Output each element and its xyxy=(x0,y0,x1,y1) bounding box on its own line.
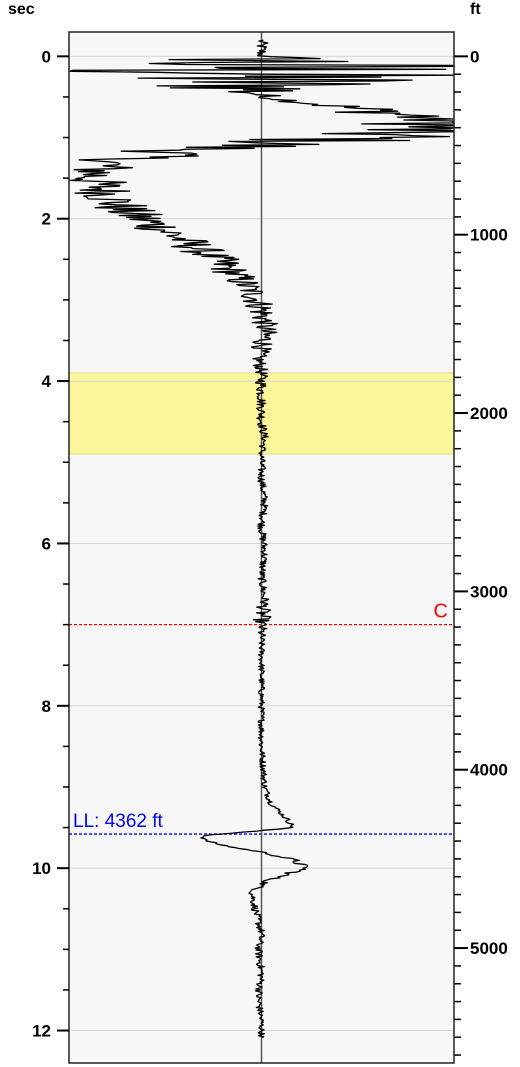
marker-label-C: C xyxy=(434,601,448,623)
plot-frame xyxy=(68,31,455,1064)
left-tick-label: 12 xyxy=(32,1022,51,1041)
left-axis-unit: sec xyxy=(8,1,35,18)
right-tick-label: 1000 xyxy=(470,226,508,245)
left-tick-label: 8 xyxy=(42,697,51,716)
right-tick-label: 2000 xyxy=(470,404,508,423)
right-tick-label: 4000 xyxy=(470,761,508,780)
left-tick-label: 2 xyxy=(42,210,51,229)
left-tick-label: 4 xyxy=(42,372,52,391)
right-tick-label: 5000 xyxy=(470,939,508,958)
right-axis: 0 1000 2000 3000 4000 5000 xyxy=(454,47,508,1056)
right-axis-unit: ft xyxy=(470,1,481,18)
left-tick-label: 0 xyxy=(42,47,51,66)
right-tick-label: 0 xyxy=(470,47,479,66)
log-trace xyxy=(69,39,454,1039)
left-tick-label: 10 xyxy=(32,859,51,878)
left-tick-label: 6 xyxy=(42,534,51,553)
left-axis: 0 2 4 6 8 10 12 xyxy=(32,47,69,1041)
marker-label-LL: LL: 4362 ft xyxy=(73,811,164,832)
right-tick-label: 3000 xyxy=(470,582,508,601)
